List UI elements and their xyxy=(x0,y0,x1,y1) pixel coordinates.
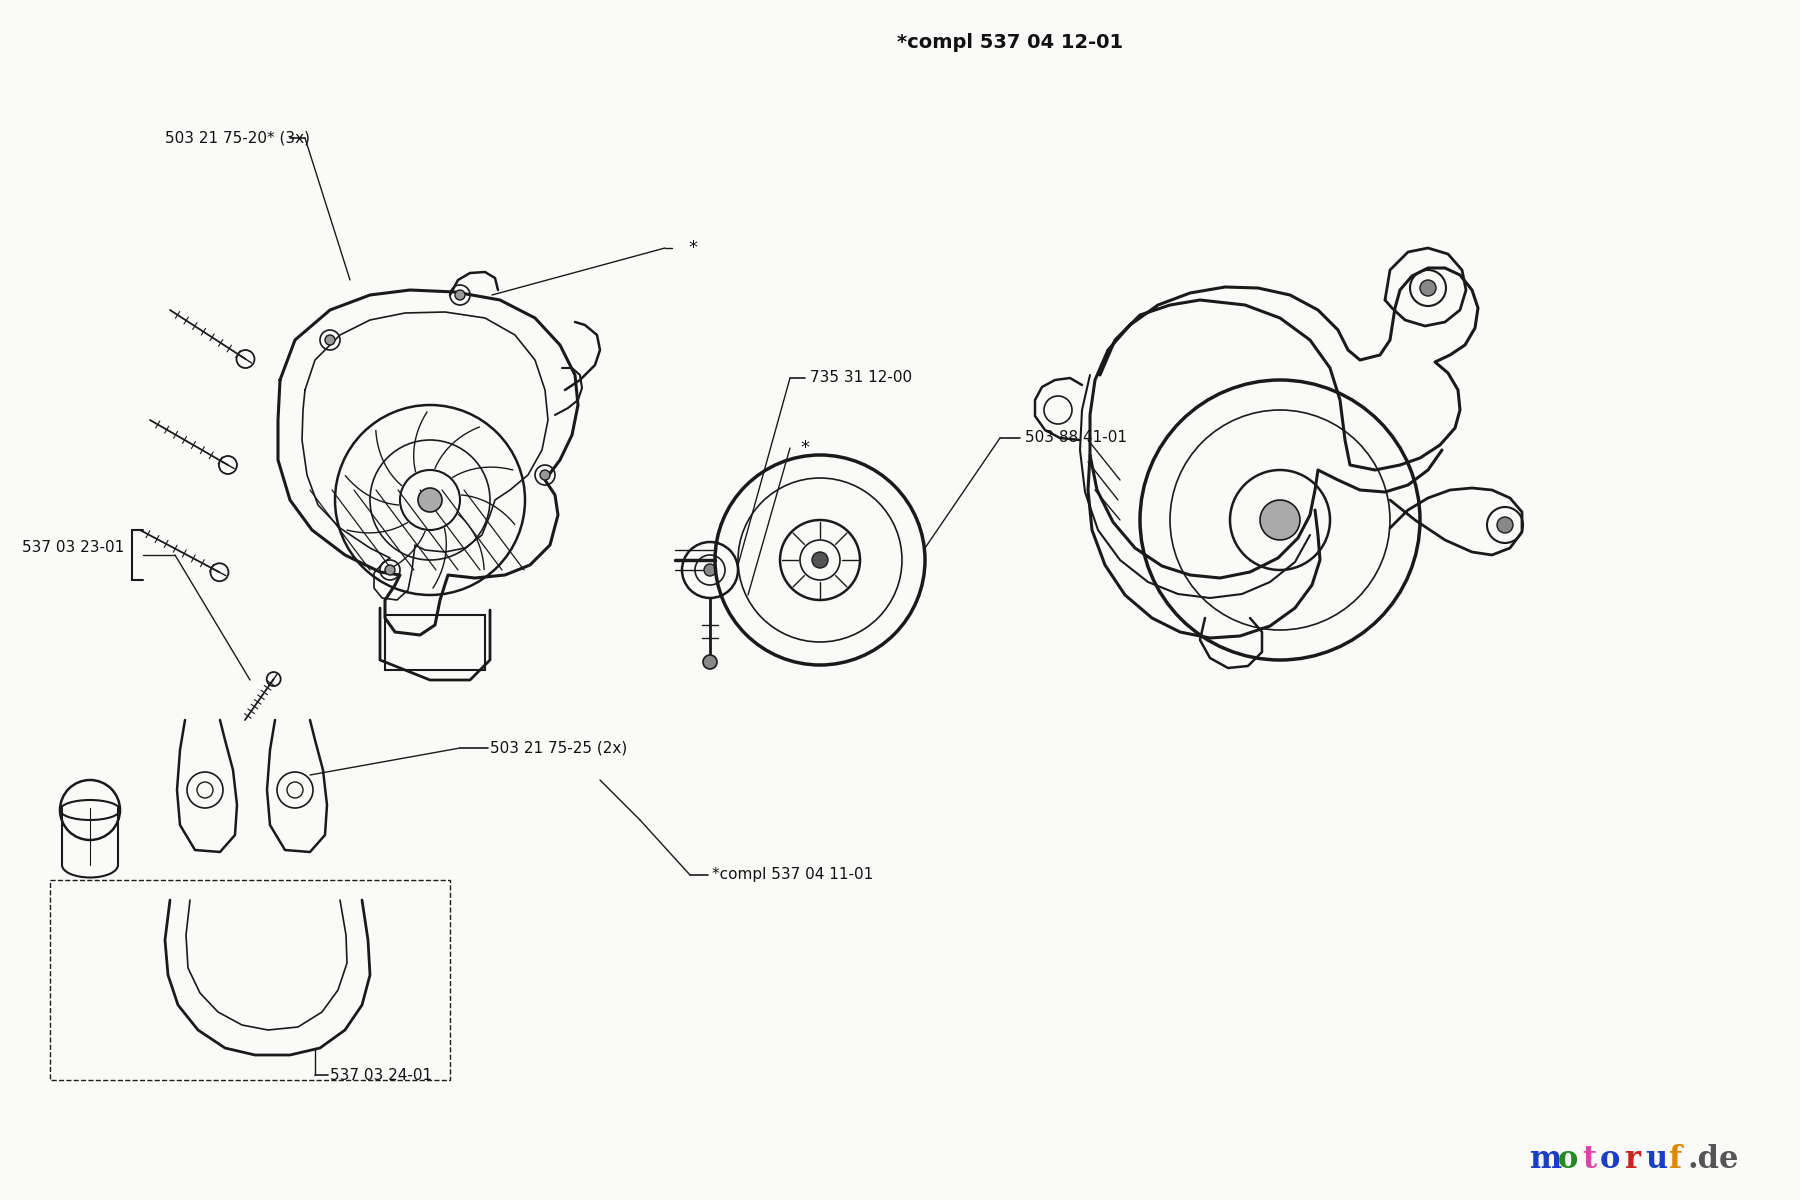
Text: *: * xyxy=(688,239,697,257)
Text: 503 21 75-25 (2x): 503 21 75-25 (2x) xyxy=(490,740,626,756)
Circle shape xyxy=(1420,280,1436,296)
Circle shape xyxy=(812,552,828,568)
Circle shape xyxy=(704,564,716,576)
Text: *compl 537 04 12-01: *compl 537 04 12-01 xyxy=(896,32,1123,52)
Text: o: o xyxy=(1600,1145,1620,1176)
Text: .de: .de xyxy=(1688,1145,1739,1176)
Text: 503 88 41-01: 503 88 41-01 xyxy=(1024,431,1127,445)
Text: t: t xyxy=(1582,1145,1597,1176)
Bar xyxy=(50,880,450,1080)
Circle shape xyxy=(540,470,551,480)
Text: o: o xyxy=(1559,1145,1579,1176)
Text: 735 31 12-00: 735 31 12-00 xyxy=(810,371,913,385)
Text: f: f xyxy=(1669,1145,1681,1176)
Text: *compl 537 04 11-01: *compl 537 04 11-01 xyxy=(713,868,873,882)
Circle shape xyxy=(455,290,464,300)
Circle shape xyxy=(418,488,443,512)
Circle shape xyxy=(1498,517,1514,533)
Circle shape xyxy=(704,655,716,670)
Circle shape xyxy=(326,335,335,346)
Text: 537 03 23-01: 537 03 23-01 xyxy=(22,540,124,556)
Circle shape xyxy=(1260,500,1300,540)
Circle shape xyxy=(385,565,394,575)
Bar xyxy=(385,614,484,670)
Text: r: r xyxy=(1624,1145,1640,1176)
Text: 503 21 75-20* (3x): 503 21 75-20* (3x) xyxy=(166,131,310,145)
Text: u: u xyxy=(1645,1145,1667,1176)
Text: 537 03 24-01: 537 03 24-01 xyxy=(329,1068,432,1082)
Text: *: * xyxy=(799,439,808,457)
Text: m: m xyxy=(1530,1145,1562,1176)
